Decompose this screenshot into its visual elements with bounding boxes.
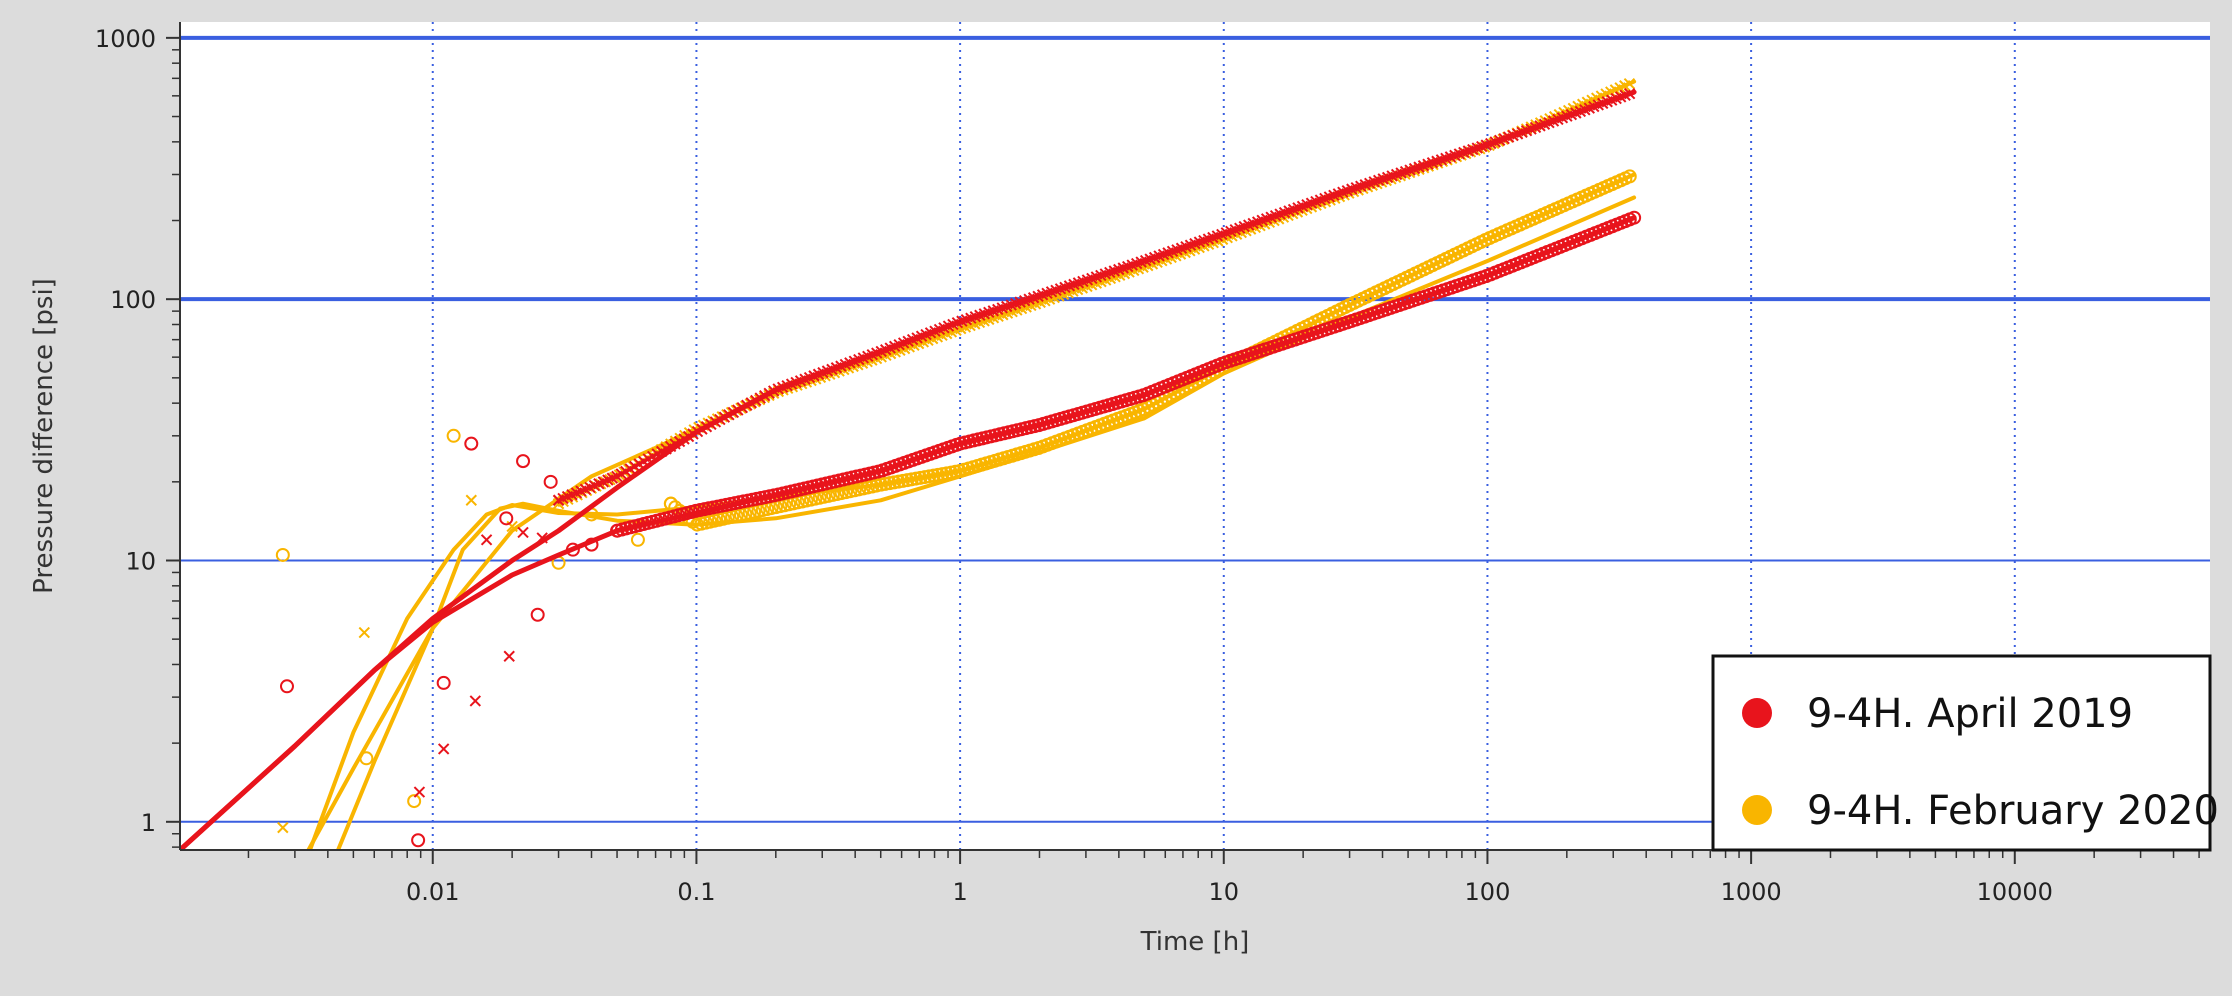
feb2020-derivative-point — [446, 428, 461, 443]
apr2019-derivative-point — [1627, 210, 1642, 225]
feb2020-pressure-point — [358, 626, 371, 639]
x-axis-label: Time [h] — [1140, 927, 1250, 957]
ticks: 0.01 0.1 1 10 100 1000 10000 1 10 100 1000 — [95, 25, 2200, 906]
apr2019-pressure-point — [437, 743, 450, 755]
x-tick-label: 10000 — [1977, 878, 2053, 906]
y-tick-label: 100 — [110, 286, 156, 314]
feb2020-derivative-point — [275, 547, 290, 562]
apr2019-pressure-point — [1623, 88, 1636, 100]
apr2019-derivative-point — [464, 436, 479, 451]
y-tick-label: 10 — [125, 547, 156, 575]
feb2020-derivative-point — [359, 751, 374, 766]
legend-box — [1711, 654, 2212, 852]
apr2019-pressure-point — [517, 526, 529, 539]
apr2019-pressure-point — [536, 532, 548, 544]
feb2020-derivative-point — [407, 794, 422, 809]
apr2019-pressure-point — [469, 695, 482, 707]
apr2019-pressure-point — [503, 650, 515, 662]
apr2019-derivative-point — [436, 675, 451, 690]
legend: 9-4H. April 2019 9-4H. February 2020 — [1711, 654, 2219, 852]
x-tick-label: 10 — [1208, 878, 1239, 906]
feb2020-derivative-point — [630, 532, 645, 547]
legend-marker-february-2020 — [1742, 795, 1772, 825]
legend-label-april-2019: 9-4H. April 2019 — [1807, 691, 2133, 737]
apr2019-derivative-point — [516, 454, 531, 469]
x-tick-label: 1000 — [1721, 878, 1782, 906]
feb2020-pressure-point — [1623, 77, 1636, 90]
apr2019-pressure-point — [413, 786, 426, 798]
apr2019-derivative-point — [411, 833, 426, 848]
data-layer — [180, 77, 1642, 850]
y-tick-label: 1000 — [95, 25, 156, 53]
apr2019-derivative-point — [530, 607, 545, 622]
feb2020-pressure-point — [465, 494, 477, 506]
x-tick-label: 0.1 — [677, 878, 715, 906]
feb2020-derivative-point — [1622, 169, 1637, 184]
apr2019-derivative-point — [565, 542, 580, 557]
legend-marker-april-2019 — [1742, 698, 1772, 728]
x-tick-label: 100 — [1465, 878, 1511, 906]
apr2019-derivative-point — [543, 474, 558, 489]
apr2019-derivative-point — [279, 679, 294, 694]
legend-label-february-2020: 9-4H. February 2020 — [1807, 788, 2219, 834]
grid — [180, 22, 2210, 850]
x-tick-label: 1 — [952, 878, 967, 906]
feb2020-derivative-point — [663, 496, 678, 511]
apr2019-derivative-point — [499, 511, 514, 526]
apr2019-derivative-point — [584, 537, 599, 552]
feb2020-pressure-point — [277, 821, 289, 834]
y-axis-label: Pressure difference [psi] — [29, 278, 59, 594]
apr2019-pressure-point — [480, 534, 493, 546]
y-tick-label: 1 — [141, 809, 156, 837]
x-tick-label: 0.01 — [406, 878, 459, 906]
